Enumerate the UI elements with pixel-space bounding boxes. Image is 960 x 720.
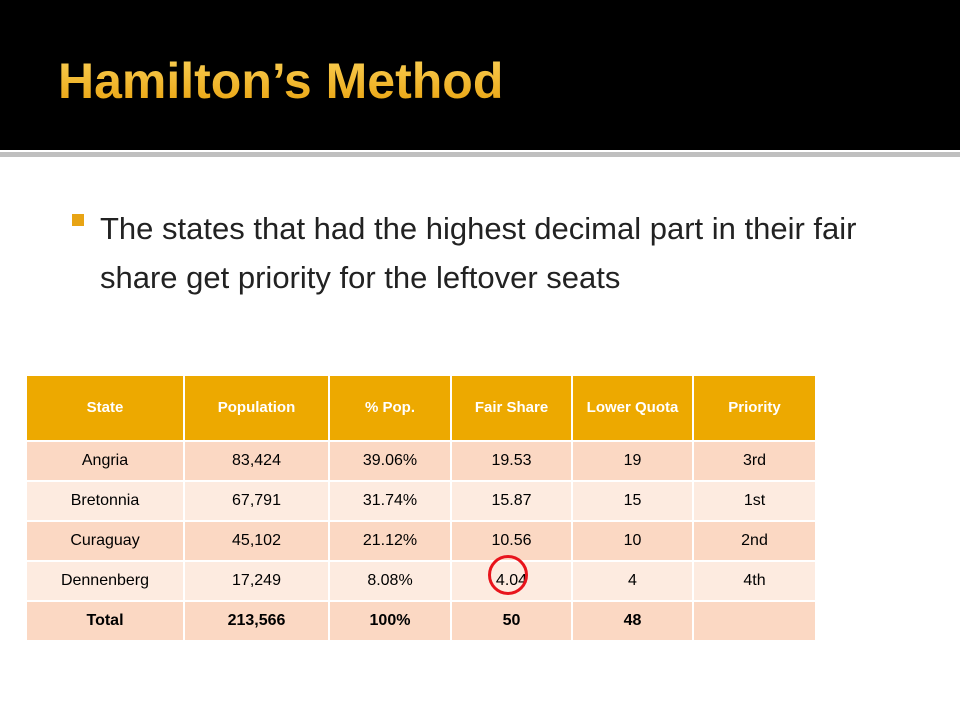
divider — [0, 152, 960, 157]
table-cell: 39.06% — [328, 440, 452, 482]
data-table: State Population% Pop. Fair Share Lower Quo… — [25, 374, 817, 642]
header-bar: Hamilton’s Method — [0, 0, 960, 150]
table-cell: 15 — [571, 480, 694, 522]
table-cell: 213,566 — [183, 600, 330, 642]
table-cell: 4th — [692, 560, 817, 602]
table-cell: 8.08% — [328, 560, 452, 602]
column-header: Population — [183, 374, 330, 442]
bullet-text: The states that had the highest decimal … — [100, 211, 857, 295]
table-cell: 21.12% — [328, 520, 452, 562]
column-header: % Pop. — [328, 374, 452, 442]
table-cell: 1st — [692, 480, 817, 522]
bullet-marker — [72, 214, 84, 226]
table-cell — [692, 600, 817, 642]
table-cell: 31.74% — [328, 480, 452, 522]
column-header: Fair Share — [450, 374, 573, 442]
table-cell: Angria — [25, 440, 185, 482]
table-cell: 3rd — [692, 440, 817, 482]
table-row: Curaguay 45,102 21.12% 10.56 10 2nd — [25, 520, 817, 562]
table-cell: 15.87 — [450, 480, 573, 522]
slide-title: Hamilton’s Method — [58, 53, 504, 109]
table-cell: Dennenberg — [25, 560, 185, 602]
highlight-circle — [488, 555, 528, 595]
table-cell: 2nd — [692, 520, 817, 562]
column-header: State — [25, 374, 185, 442]
header-row: State Population% Pop. Fair Share Lower Quo… — [25, 374, 817, 442]
table-row: Angria 83,424 39.06% 19.53 19 3rd — [25, 440, 817, 482]
table-cell: Curaguay — [25, 520, 185, 562]
table-cell: 45,102 — [183, 520, 330, 562]
table-cell: 83,424 — [183, 440, 330, 482]
table-cell: 48 — [571, 600, 694, 642]
table-cell: 19 — [571, 440, 694, 482]
table-cell: 100% — [328, 600, 452, 642]
table-cell: 19.53 — [450, 440, 573, 482]
table-cell: 10 — [571, 520, 694, 562]
table-cell: 17,249 — [183, 560, 330, 602]
table-cell: 67,791 — [183, 480, 330, 522]
table-cell: Total — [25, 600, 185, 642]
table-row: Bretonnia 67,791 31.74% 15.87 15 1st — [25, 480, 817, 522]
table-row: Total 213,566 100% 50 48 — [25, 600, 817, 642]
table-cell: 4 — [571, 560, 694, 602]
column-header: Priority — [692, 374, 817, 442]
column-header: Lower Quota — [571, 374, 694, 442]
table-cell: Bretonnia — [25, 480, 185, 522]
table-row: Dennenberg 17,249 8.08% 4.04 4 4th — [25, 560, 817, 602]
table-cell: 50 — [450, 600, 573, 642]
